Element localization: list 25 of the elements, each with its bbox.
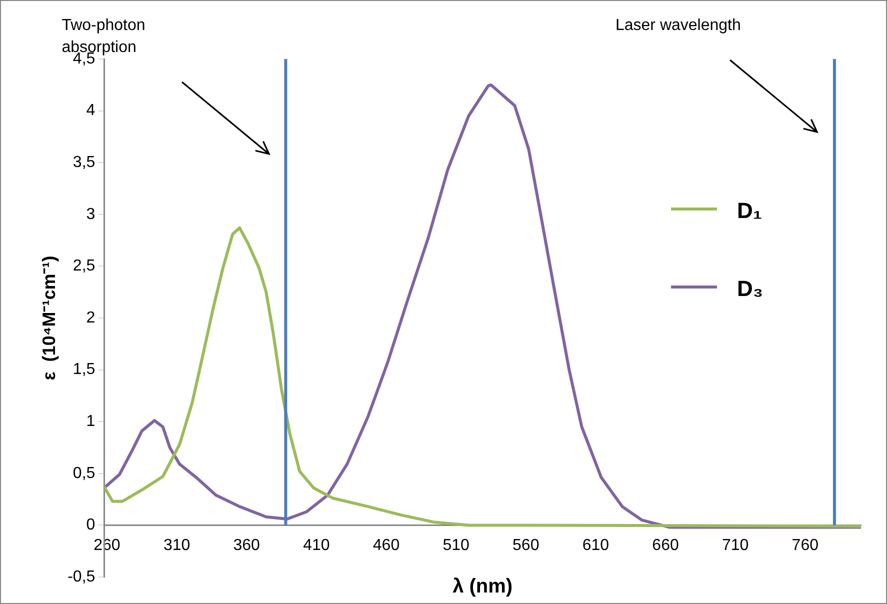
y-tick-label: 1,5 <box>72 361 96 378</box>
x-tick-label: 560 <box>512 537 540 554</box>
y-tick-label: 2,5 <box>72 258 96 275</box>
y-tick-label: 1 <box>86 413 96 430</box>
y-tick-label: 0 <box>86 516 96 534</box>
legend-label: D₁ <box>737 198 762 224</box>
y-tick-label: 4 <box>86 102 96 120</box>
x-tick-label: 410 <box>303 537 330 554</box>
x-axis-title: λ (nm) <box>452 576 513 598</box>
y-tick-label: -0,5 <box>68 568 96 586</box>
x-tick-label: 510 <box>442 537 470 554</box>
y-tick-label: 0,5 <box>72 464 96 482</box>
x-tick-label: 660 <box>652 537 679 554</box>
x-tick-label: 610 <box>582 537 610 554</box>
x-tick-label: 760 <box>792 537 819 554</box>
y-tick-label: 2 <box>86 309 96 326</box>
x-tick-label: 710 <box>722 537 749 554</box>
x-tick-label: 460 <box>372 537 400 554</box>
y-tick-label: 3,5 <box>72 154 96 172</box>
text: Laser wavelength <box>615 16 741 36</box>
x-tick-label: 310 <box>163 537 190 554</box>
legend-label: D₃ <box>737 276 764 302</box>
y-axis-title: ε (10⁴M⁻¹cm⁻¹) <box>38 256 59 380</box>
y-tick-label: 3 <box>86 206 96 223</box>
x-tick-label: 360 <box>233 537 260 554</box>
